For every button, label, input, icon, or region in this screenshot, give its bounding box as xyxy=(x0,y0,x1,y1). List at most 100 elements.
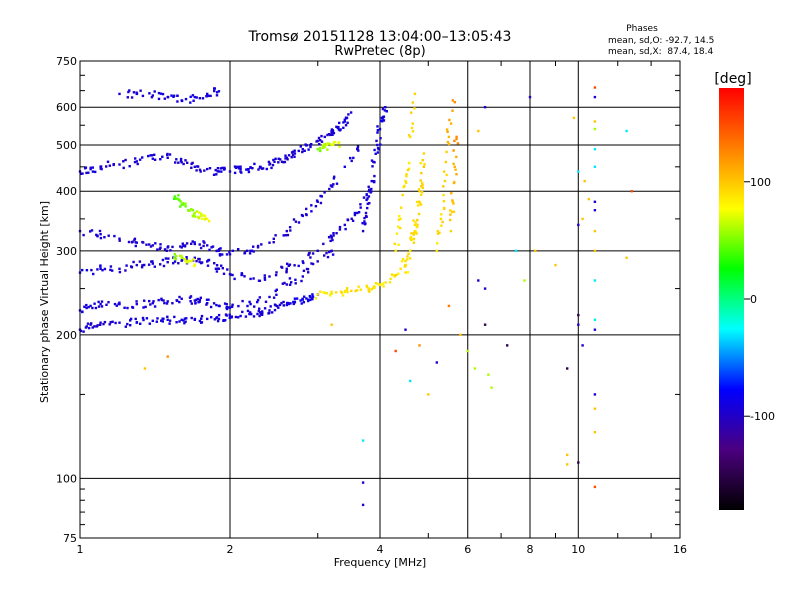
data-point xyxy=(161,317,164,320)
x-tick-label: 8 xyxy=(527,543,534,556)
data-point xyxy=(329,133,332,137)
data-point xyxy=(228,306,232,309)
data-point xyxy=(351,219,355,222)
data-point xyxy=(455,173,458,176)
data-point xyxy=(309,143,312,147)
data-point xyxy=(354,289,357,293)
data-point xyxy=(135,321,139,324)
data-point xyxy=(180,203,183,206)
scatter-point xyxy=(143,367,147,370)
data-point xyxy=(228,316,231,320)
data-point xyxy=(411,101,414,104)
data-point xyxy=(332,234,335,237)
data-point xyxy=(329,239,332,243)
data-point xyxy=(357,211,361,214)
data-point xyxy=(338,129,342,132)
colorbar-tick-label: -100 xyxy=(750,410,775,423)
data-point xyxy=(180,246,183,249)
data-point xyxy=(420,185,423,188)
data-point xyxy=(256,298,260,302)
data-point xyxy=(445,128,449,131)
data-point xyxy=(103,236,106,239)
data-point xyxy=(180,297,183,300)
data-point xyxy=(184,259,187,263)
data-point xyxy=(148,92,151,95)
data-point xyxy=(134,157,137,160)
data-point xyxy=(111,269,114,272)
data-point xyxy=(252,277,255,280)
data-point xyxy=(416,218,419,222)
data-point xyxy=(284,234,288,237)
data-point xyxy=(359,203,362,206)
data-point xyxy=(253,305,256,308)
data-point xyxy=(436,232,440,235)
data-point xyxy=(96,324,99,327)
data-point xyxy=(408,134,411,137)
scatter-point xyxy=(593,407,597,410)
data-point xyxy=(131,305,134,309)
data-point xyxy=(221,253,224,256)
scatter-point xyxy=(404,328,407,331)
data-point xyxy=(256,246,260,249)
data-point xyxy=(166,156,169,159)
data-point xyxy=(86,322,90,325)
data-point xyxy=(141,156,144,159)
data-point xyxy=(108,164,111,167)
data-point xyxy=(450,192,453,195)
data-point xyxy=(445,150,448,154)
data-point xyxy=(406,271,410,274)
data-point xyxy=(331,185,334,188)
scatter-point xyxy=(487,373,490,376)
data-point xyxy=(112,163,115,166)
data-point xyxy=(248,311,252,314)
data-point xyxy=(315,199,319,202)
data-point xyxy=(320,134,323,138)
data-point xyxy=(309,256,312,259)
data-point xyxy=(224,319,227,322)
data-point xyxy=(311,293,314,296)
scatter-point xyxy=(593,229,597,233)
data-point xyxy=(330,128,334,131)
data-point xyxy=(448,118,451,122)
data-point xyxy=(316,260,319,263)
data-point xyxy=(367,185,370,188)
data-point xyxy=(270,166,273,170)
data-point xyxy=(402,185,405,189)
data-point xyxy=(163,97,166,100)
data-point xyxy=(252,250,255,253)
scatter-point xyxy=(394,349,397,353)
scatter-point xyxy=(577,223,580,227)
data-point xyxy=(343,120,346,123)
scatter-point xyxy=(593,485,597,489)
data-point xyxy=(274,234,277,237)
data-point xyxy=(449,122,453,125)
data-point xyxy=(293,152,297,155)
data-point xyxy=(176,94,179,97)
data-point xyxy=(335,125,338,128)
data-point xyxy=(366,206,369,210)
data-point xyxy=(143,263,146,267)
data-point xyxy=(164,257,168,260)
data-point xyxy=(124,269,127,272)
data-point xyxy=(259,312,262,315)
data-point xyxy=(82,233,85,237)
x-tick-label: 4 xyxy=(377,543,384,556)
data-point xyxy=(257,168,260,171)
data-point xyxy=(152,300,155,303)
data-point xyxy=(216,267,220,270)
data-point xyxy=(301,150,304,154)
data-point xyxy=(332,131,336,135)
data-point xyxy=(287,154,291,157)
data-point xyxy=(285,267,288,270)
data-point xyxy=(316,249,319,252)
data-point xyxy=(185,317,188,320)
data-point xyxy=(316,200,319,203)
data-point xyxy=(193,215,196,218)
data-point xyxy=(181,202,185,205)
data-point xyxy=(397,243,400,246)
data-point xyxy=(414,221,417,224)
data-point xyxy=(190,316,193,320)
data-point xyxy=(191,161,194,165)
data-point xyxy=(149,303,152,306)
data-point xyxy=(90,268,93,272)
